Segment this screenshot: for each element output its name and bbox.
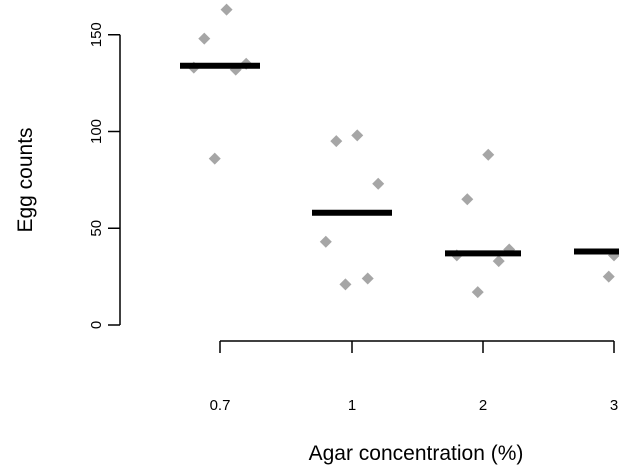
x-axis-title: Agar concentration (%): [309, 442, 524, 465]
data-point: [208, 152, 221, 165]
y-tick-label: 50: [88, 220, 105, 237]
y-tick-label: 150: [88, 22, 105, 47]
y-axis-title: Egg counts: [14, 127, 37, 232]
y-axis: 0 50 100 150: [88, 22, 121, 329]
data-point: [319, 235, 332, 248]
data-point: [220, 3, 233, 16]
data-points: [187, 3, 619, 299]
data-point: [492, 255, 505, 268]
y-tick-label: 100: [88, 119, 105, 144]
data-point: [198, 32, 211, 45]
y-tick-label: 0: [88, 321, 105, 329]
data-point: [361, 272, 374, 285]
data-point: [372, 177, 385, 190]
data-point: [351, 129, 364, 142]
data-point: [471, 286, 484, 299]
data-point: [482, 148, 495, 161]
x-tick-label: 1: [348, 397, 356, 414]
median-lines: [180, 62, 619, 257]
x-tick-label: 0.7: [210, 397, 231, 414]
x-tick-label: 3: [610, 397, 618, 414]
data-point: [602, 270, 615, 283]
data-point: [461, 193, 474, 206]
x-axis: 0.7 1 2 3: [210, 340, 618, 414]
x-tick-label: 2: [479, 397, 487, 414]
data-point: [330, 135, 343, 148]
data-point: [339, 278, 352, 291]
